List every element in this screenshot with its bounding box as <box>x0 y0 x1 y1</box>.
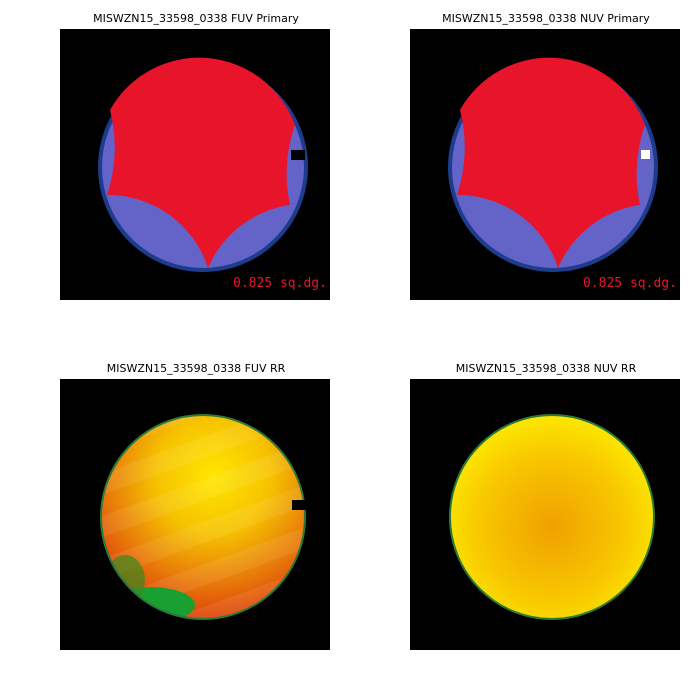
panel-title: MISWZN15_33598_0338 NUV RR <box>456 362 637 375</box>
primary-region <box>457 57 645 268</box>
panel: MISWZN15_33598_0338 FUV Primary 0.825 sq… <box>60 12 330 300</box>
panel-title: MISWZN15_33598_0338 FUV RR <box>107 362 286 375</box>
response-map <box>449 414 655 620</box>
panel: MISWZN15_33598_0338 FUV RR <box>60 362 330 650</box>
panel: MISWZN15_33598_0338 NUV Primary 0.825 sq… <box>410 12 680 300</box>
notch <box>292 500 306 510</box>
notch <box>291 150 305 160</box>
panel: MISWZN15_33598_0338 NUV RR <box>410 362 680 650</box>
area-label: 0.825 sq.dg. <box>583 276 677 291</box>
response-map <box>101 415 305 619</box>
panel-title: MISWZN15_33598_0338 FUV Primary <box>93 12 299 25</box>
panel-title: MISWZN15_33598_0338 NUV Primary <box>442 12 650 25</box>
primary-region <box>107 57 295 269</box>
detector-edge <box>100 414 306 620</box>
artifact <box>641 150 650 159</box>
area-label: 0.825 sq.dg. <box>233 276 327 291</box>
